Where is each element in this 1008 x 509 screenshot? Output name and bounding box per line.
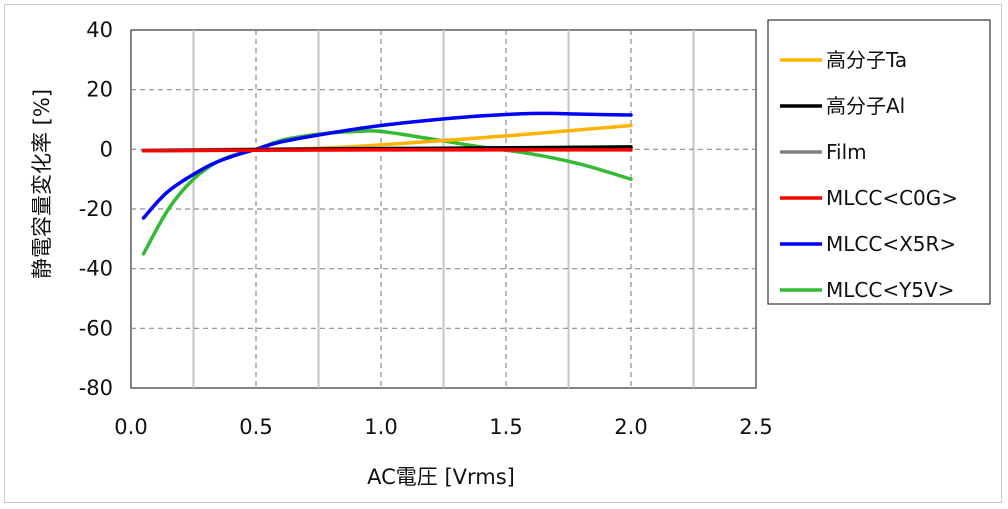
y-tick-label: -60 xyxy=(79,316,113,340)
x-tick-label: 2.5 xyxy=(739,415,772,439)
legend-label: 高分子Al xyxy=(826,94,905,118)
series-line-5 xyxy=(141,111,633,220)
x-axis-title: AC電圧 [Vrms] xyxy=(367,465,515,489)
legend-label: MLCC<X5R> xyxy=(826,232,956,256)
legend-label: MLCC<C0G> xyxy=(826,186,958,210)
legend-box xyxy=(767,19,991,305)
y-tick-label: 0 xyxy=(100,137,113,161)
chart-frame: 40 20 0 -20 -40 -60 -80 0.0 0.5 1.0 1.5 2.0 2.5 AC電圧… xyxy=(4,4,1002,503)
x-tick-label: 0.0 xyxy=(114,415,147,439)
legend-entry: Film xyxy=(780,140,867,164)
legend-entry: 高分子Al xyxy=(780,94,905,118)
x-tick-label: 0.5 xyxy=(239,415,272,439)
x-tick-label: 1.5 xyxy=(489,415,522,439)
legend-entry: 高分子Ta xyxy=(780,48,907,72)
x-tick-label: 2.0 xyxy=(614,415,647,439)
series-line-4 xyxy=(141,148,633,153)
line-chart: 40 20 0 -20 -40 -60 -800.0 0.5 1.0 1.5 2.0 2.5 AC電圧… xyxy=(30,18,991,489)
legend-label: 高分子Ta xyxy=(826,48,907,72)
y-tick-label: -80 xyxy=(79,376,113,400)
legend-label: MLCC<Y5V> xyxy=(826,278,954,302)
y-tick-label: -40 xyxy=(79,257,113,281)
y-tick-label: 40 xyxy=(86,18,113,42)
legend-entry: MLCC<Y5V> xyxy=(780,278,954,302)
legend-label: Film xyxy=(826,140,867,164)
legend-entry: MLCC<C0G> xyxy=(780,186,958,210)
y-tick-label: -20 xyxy=(79,197,113,221)
y-axis-title: 静電容量変化率 [%] xyxy=(30,89,54,279)
y-tick-label: 20 xyxy=(86,78,113,102)
x-tick-label: 1.0 xyxy=(364,415,397,439)
legend-entry: MLCC<X5R> xyxy=(780,232,956,256)
